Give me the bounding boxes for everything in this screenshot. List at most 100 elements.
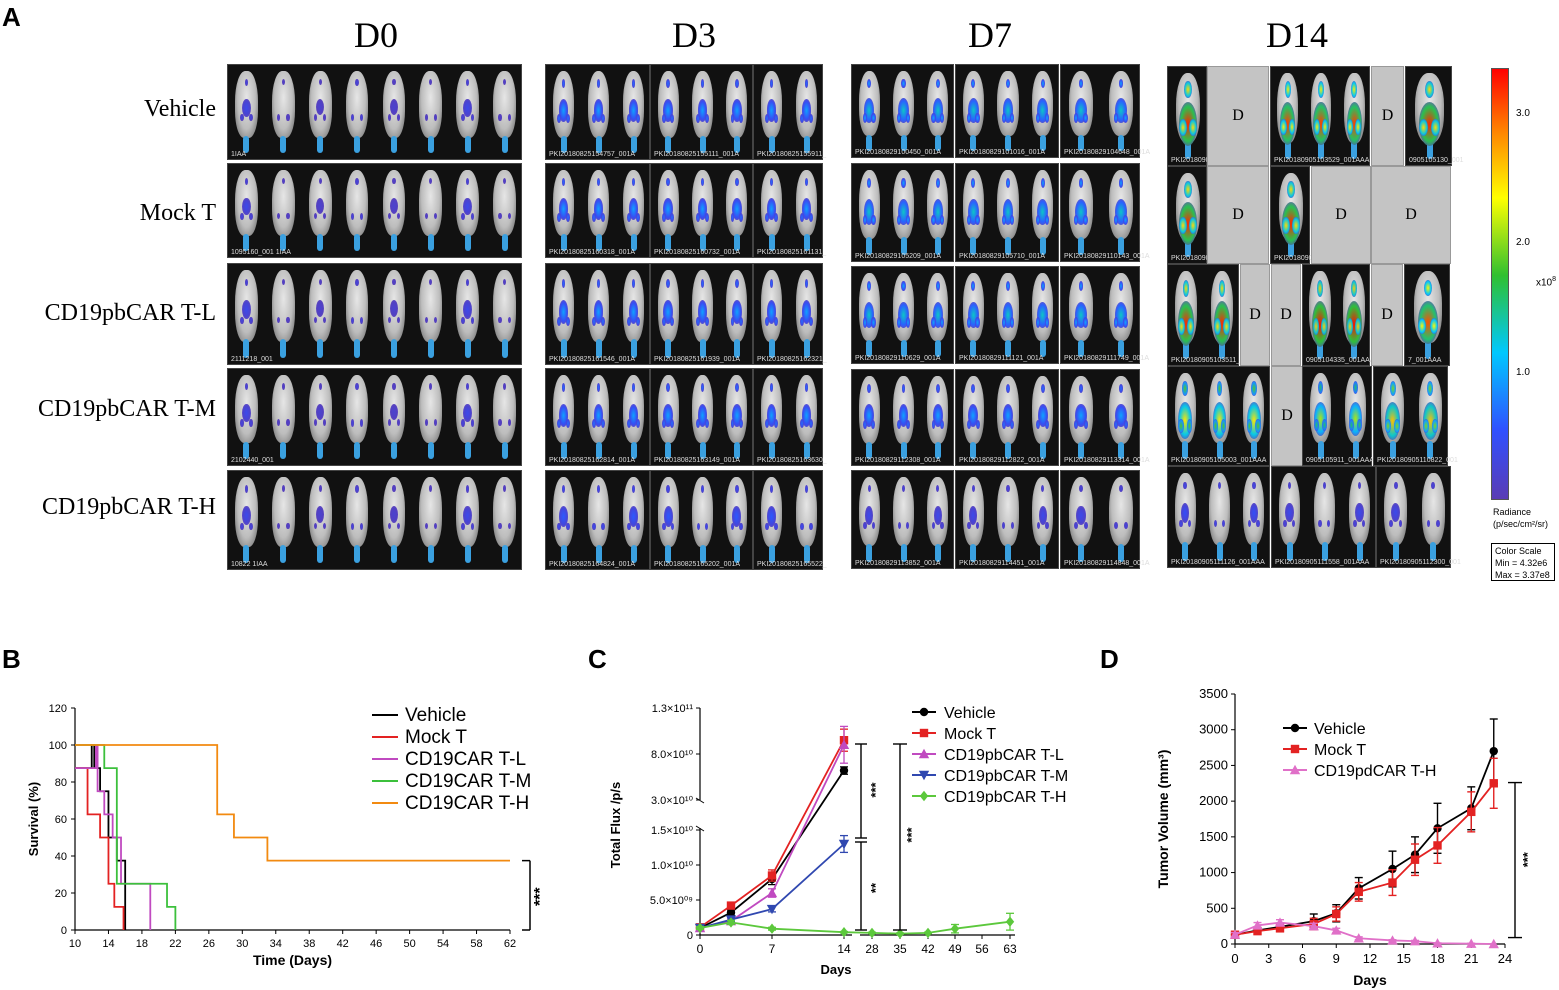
- signal-blob: [898, 199, 909, 226]
- data-point: [839, 927, 849, 938]
- imaging-strip: 1095160_001 1IAA: [227, 163, 522, 258]
- signal-blob: [804, 177, 809, 187]
- mouse-tail: [1351, 340, 1357, 359]
- mouse-tail: [900, 134, 907, 152]
- mouse-tail: [866, 441, 873, 460]
- imaging-strip: PKI20180905105003_001AAA: [1167, 366, 1270, 466]
- image-id-label: PKI20180829104648_001A: [1064, 149, 1151, 156]
- signal-blob: [281, 78, 285, 86]
- significance-label: ***: [868, 781, 883, 797]
- signal-blob: [601, 522, 605, 531]
- signal-blob: [1182, 381, 1188, 396]
- x-tick-label: 30: [236, 938, 248, 950]
- mouse-tail: [1317, 441, 1324, 459]
- signal-blob: [704, 419, 709, 429]
- signal-blob: [661, 316, 666, 326]
- signal-blob: [663, 197, 673, 221]
- signal-blob: [628, 197, 639, 221]
- mouse-tail: [866, 134, 873, 152]
- signal-blob: [249, 522, 253, 530]
- signal-blob: [905, 317, 910, 328]
- x-tick-label: 14: [837, 942, 851, 956]
- imaging-strip: PKI20180829113852_001A: [851, 470, 954, 569]
- axis-break: [695, 825, 705, 832]
- flux-curve: [699, 843, 845, 929]
- mouse-image: [419, 70, 443, 138]
- signal-blob: [593, 300, 604, 325]
- signal-blob: [975, 113, 980, 124]
- signal-blob: [730, 212, 735, 222]
- x-tick-label: 24: [1498, 951, 1512, 966]
- signal-blob: [804, 278, 809, 289]
- imaging-strip: PKI20180825155111_001A: [650, 64, 753, 160]
- mouse-tail: [699, 339, 706, 358]
- data-point: [950, 923, 960, 934]
- x-tick-label: 49: [948, 942, 962, 956]
- signal-blob: [277, 212, 281, 220]
- y-tick-label: 1.5×10¹⁰: [651, 825, 694, 837]
- signal-blob: [596, 78, 601, 88]
- mouse-tail: [1039, 544, 1046, 563]
- signal-blob: [936, 485, 940, 493]
- signal-blob: [387, 316, 391, 324]
- signal-blob: [502, 485, 507, 492]
- row-label-vehicle: Vehicle: [144, 96, 216, 122]
- day-title-d7: D7: [968, 15, 1012, 55]
- mouse-tail: [560, 234, 567, 252]
- mouse-tail: [1430, 542, 1437, 561]
- signal-blob: [933, 404, 943, 428]
- signal-blob: [313, 316, 318, 324]
- signal-blob: [1037, 301, 1048, 328]
- imaging-strip: PKI20180829112308_001A: [851, 369, 954, 466]
- signal-blob: [396, 212, 401, 220]
- image-id-label: PKI20180825163630_: [757, 457, 827, 464]
- signal-blob: [1322, 481, 1327, 490]
- image-id-label: PKI20180905111558_001AAA: [1275, 559, 1370, 566]
- signal-blob: [359, 212, 364, 220]
- signal-blob: [1078, 178, 1084, 189]
- signal-blob: [389, 98, 398, 116]
- signal-blob: [1327, 519, 1331, 527]
- signal-blob: [1083, 113, 1089, 124]
- image-id-label: PKI20180905112300_001: [1380, 559, 1461, 566]
- signal-blob: [318, 383, 322, 390]
- signal-blob: [565, 212, 570, 222]
- signal-blob: [1255, 418, 1261, 433]
- image-id-label: PKI20180825165202_001A: [654, 561, 741, 568]
- y-tick-label: 2000: [1199, 793, 1228, 808]
- signal-blob: [286, 522, 290, 530]
- data-point: [766, 887, 778, 898]
- signal-blob: [557, 114, 562, 124]
- signal-blob: [765, 114, 770, 124]
- mouse-tail: [1118, 339, 1124, 358]
- colorbar-tick: 1.0: [1516, 367, 1530, 378]
- mouse-tail: [390, 234, 397, 252]
- mouse-image: [271, 270, 295, 342]
- mouse-tail: [501, 545, 508, 563]
- signal-blob: [1284, 81, 1291, 99]
- signal-blob: [766, 197, 777, 221]
- mouse-tail: [768, 234, 775, 252]
- image-id-label: PKI20180825160732_001A: [654, 249, 741, 256]
- mouse-tail: [934, 544, 941, 563]
- signal-blob: [975, 317, 980, 328]
- signal-blob: [498, 419, 502, 426]
- signal-blob: [1430, 118, 1440, 136]
- signal-blob: [316, 197, 325, 214]
- signal-blob: [734, 78, 739, 88]
- y-tick-label: 8.0×10¹⁰: [651, 749, 694, 761]
- signal-blob: [933, 506, 942, 525]
- dead-marker: D: [1311, 166, 1371, 264]
- image-id-label: PKI20180829114848_001A: [1064, 560, 1150, 567]
- colorbar-units: (p/sec/cm²/sr): [1493, 519, 1548, 529]
- signal-blob: [1321, 317, 1328, 336]
- dead-marker: D: [1371, 66, 1404, 166]
- signal-blob: [1001, 113, 1006, 124]
- image-id-label: PKI20180825161939_001A: [654, 356, 741, 363]
- mouse-tail: [464, 136, 471, 154]
- signal-blob: [661, 419, 666, 429]
- signal-blob: [1348, 418, 1354, 432]
- flux-curve: [699, 744, 845, 929]
- mouse-image: [419, 477, 443, 547]
- signal-blob: [732, 403, 742, 427]
